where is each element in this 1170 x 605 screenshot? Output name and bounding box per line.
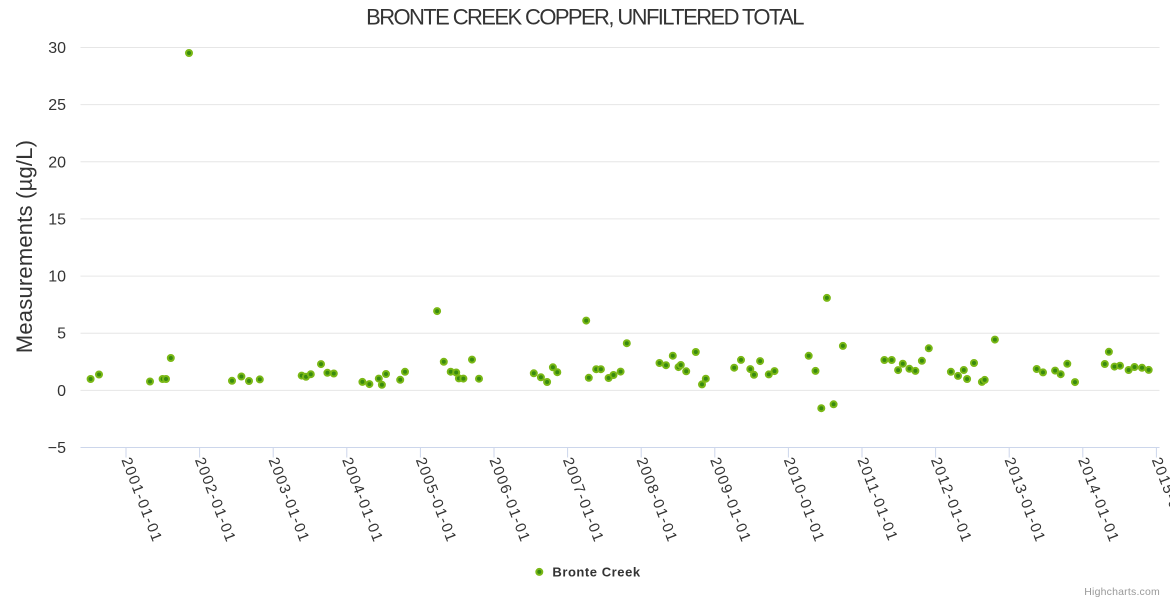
svg-text:Bronte Creek: Bronte Creek [552,565,640,580]
svg-text:25: 25 [48,97,66,114]
svg-text:Highcharts.com: Highcharts.com [1084,586,1160,598]
svg-text:10: 10 [48,269,66,286]
svg-text:20: 20 [48,154,66,171]
svg-text:15: 15 [48,211,66,228]
svg-text:5: 5 [57,326,66,343]
svg-text:0: 0 [57,383,66,400]
svg-text:−5: −5 [48,440,66,457]
svg-text:Measurements (µg/L): Measurements (µg/L) [12,140,37,353]
svg-text:BRONTE CREEK COPPER, UNFILTERE: BRONTE CREEK COPPER, UNFILTERED TOTAL [366,5,804,30]
svg-text:30: 30 [48,40,66,57]
